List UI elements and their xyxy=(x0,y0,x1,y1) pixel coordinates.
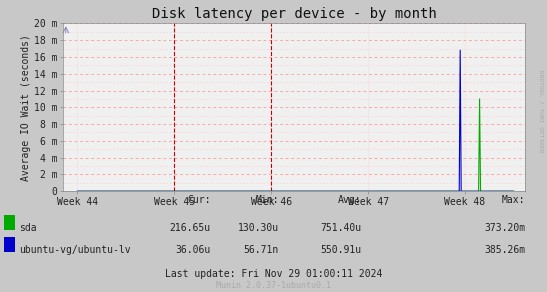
Text: Cur:: Cur: xyxy=(187,195,211,205)
Text: ubuntu-vg/ubuntu-lv: ubuntu-vg/ubuntu-lv xyxy=(19,245,131,255)
Text: Min:: Min: xyxy=(255,195,279,205)
Text: 550.91u: 550.91u xyxy=(320,245,361,255)
Text: 56.71n: 56.71n xyxy=(244,245,279,255)
Text: RRDTOOL / TOBI OETIKER: RRDTOOL / TOBI OETIKER xyxy=(538,70,543,152)
Text: 385.26m: 385.26m xyxy=(484,245,525,255)
Text: 373.20m: 373.20m xyxy=(484,223,525,233)
Text: Munin 2.0.37-1ubuntu0.1: Munin 2.0.37-1ubuntu0.1 xyxy=(216,281,331,290)
Text: sda: sda xyxy=(19,223,37,233)
Text: Max:: Max: xyxy=(502,195,525,205)
Text: 130.30u: 130.30u xyxy=(238,223,279,233)
Y-axis label: Average IO Wait (seconds): Average IO Wait (seconds) xyxy=(21,34,31,181)
Text: 36.06u: 36.06u xyxy=(176,245,211,255)
Text: Last update: Fri Nov 29 01:00:11 2024: Last update: Fri Nov 29 01:00:11 2024 xyxy=(165,270,382,279)
Text: Avg:: Avg: xyxy=(337,195,361,205)
Text: 216.65u: 216.65u xyxy=(170,223,211,233)
Title: Disk latency per device - by month: Disk latency per device - by month xyxy=(152,7,437,21)
Text: 751.40u: 751.40u xyxy=(320,223,361,233)
